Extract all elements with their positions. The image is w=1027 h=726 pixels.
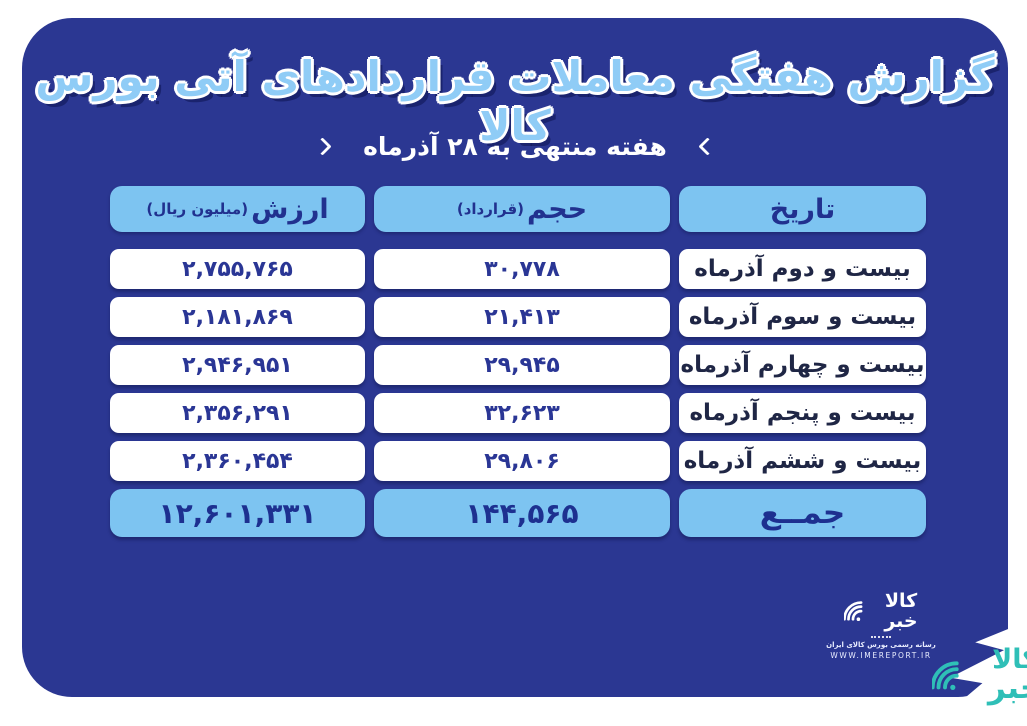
column-header-value: ارزش (میلیون ریال) [110, 186, 365, 232]
value-cell: ۲,۳۵۶,۲۹۱ [110, 393, 365, 433]
table-row: بیست و دوم آذرماه ۳۰,۷۷۸ ۲,۷۵۵,۷۶۵ [110, 249, 926, 289]
column-header-value-label: ارزش [251, 193, 329, 225]
value-cell: ۲,۹۴۶,۹۵۱ [110, 345, 365, 385]
logo-word-khabar: خبر [884, 610, 918, 632]
total-volume-cell: ۱۴۴,۵۶۵ [374, 489, 670, 537]
table-row: بیست و پنجم آذرماه ۳۲,۶۲۳ ۲,۳۵۶,۲۹۱ [110, 393, 926, 433]
column-header-volume: حجم (قرارداد) [374, 186, 670, 232]
subtitle-text: هفته منتهی به ۲۸ آذرماه [363, 132, 667, 161]
chevron-left-icon [698, 137, 717, 156]
watermark-text: کالا خبر [988, 646, 1027, 704]
volume-cell: ۳۲,۶۲۳ [374, 393, 670, 433]
volume-cell: ۲۹,۹۴۵ [374, 345, 670, 385]
broadcast-arcs-icon [932, 661, 959, 690]
total-value-cell: ۱۲,۶۰۱,۳۳۱ [110, 489, 365, 537]
column-header-volume-unit: (قرارداد) [456, 200, 525, 218]
value-cell: ۲,۷۵۵,۷۶۵ [110, 249, 365, 289]
table-header-row: تاریخ حجم (قرارداد) ارزش (میلیون ریال) [110, 186, 926, 232]
date-cell: بیست و دوم آذرماه [679, 249, 926, 289]
table-row: بیست و ششم آذرماه ۲۹,۸۰۶ ۲,۳۶۰,۴۵۴ [110, 441, 926, 481]
volume-cell: ۲۱,۴۱۳ [374, 297, 670, 337]
date-cell: بیست و چهارم آذرماه [679, 345, 926, 385]
value-cell: ۲,۳۶۰,۴۵۴ [110, 441, 365, 481]
table-row: بیست و چهارم آذرماه ۲۹,۹۴۵ ۲,۹۴۶,۹۵۱ [110, 345, 926, 385]
table-total-row: جمــع ۱۴۴,۵۶۵ ۱۲,۶۰۱,۳۳۱ [110, 489, 926, 537]
kalakhabar-watermark: کالا خبر [932, 646, 1027, 706]
chevron-right-icon [313, 137, 332, 156]
date-cell: بیست و ششم آذرماه [679, 441, 926, 481]
table-row: بیست و سوم آذرماه ۲۱,۴۱۳ ۲,۱۸۱,۸۶۹ [110, 297, 926, 337]
kalakhabar-logo-mark: کالا خبر [844, 590, 918, 632]
volume-cell: ۲۹,۸۰۶ [374, 441, 670, 481]
page-title: گزارش هفتگی معاملات قراردادهای آتی بورس … [35, 52, 995, 150]
volume-cell: ۳۰,۷۷۸ [374, 249, 670, 289]
date-cell: بیست و پنجم آذرماه [679, 393, 926, 433]
subtitle: هفته منتهی به ۲۸ آذرماه [22, 132, 1008, 161]
date-cell: بیست و سوم آذرماه [679, 297, 926, 337]
kalakhabar-logo-text: کالا خبر [884, 590, 918, 632]
logo-website: WWW.IMEREPORT.IR [830, 651, 932, 660]
column-header-value-unit: (میلیون ریال) [146, 200, 249, 218]
broadcast-arcs-icon [844, 601, 863, 621]
report-table: تاریخ حجم (قرارداد) ارزش (میلیون ریال) ب… [110, 186, 926, 537]
value-cell: ۲,۱۸۱,۸۶۹ [110, 297, 365, 337]
logo-word-kala: کالا [884, 590, 918, 613]
kalakhabar-logo: کالا خبر رسانه رسمی بورس کالای ایران WWW… [826, 590, 936, 660]
report-card: گزارش هفتگی معاملات قراردادهای آتی بورس … [22, 18, 1008, 697]
watermark-word-kala: کالا [992, 644, 1027, 675]
column-header-date-label: تاریخ [769, 193, 836, 225]
total-label-cell: جمــع [679, 489, 926, 537]
watermark-word-khabar: خبر [988, 670, 1027, 706]
logo-divider [871, 636, 891, 638]
logo-tagline: رسانه رسمی بورس کالای ایران [826, 641, 936, 649]
column-header-date: تاریخ [679, 186, 926, 232]
column-header-volume-label: حجم [527, 193, 588, 225]
